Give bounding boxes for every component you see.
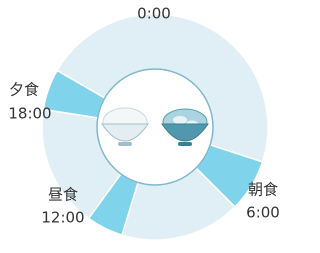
- meal-time: 18:00: [8, 105, 51, 123]
- meal-clock: 0:00 朝食 6:00 昼食 12:00 夕食 18:00: [0, 0, 286, 253]
- meal-time: 6:00: [246, 204, 280, 222]
- meal-name: 朝食: [248, 181, 278, 199]
- midnight-label: 0:00: [137, 5, 171, 23]
- meal-name: 夕食: [9, 81, 39, 99]
- meal-name: 昼食: [48, 186, 78, 204]
- meal-time: 12:00: [41, 209, 84, 227]
